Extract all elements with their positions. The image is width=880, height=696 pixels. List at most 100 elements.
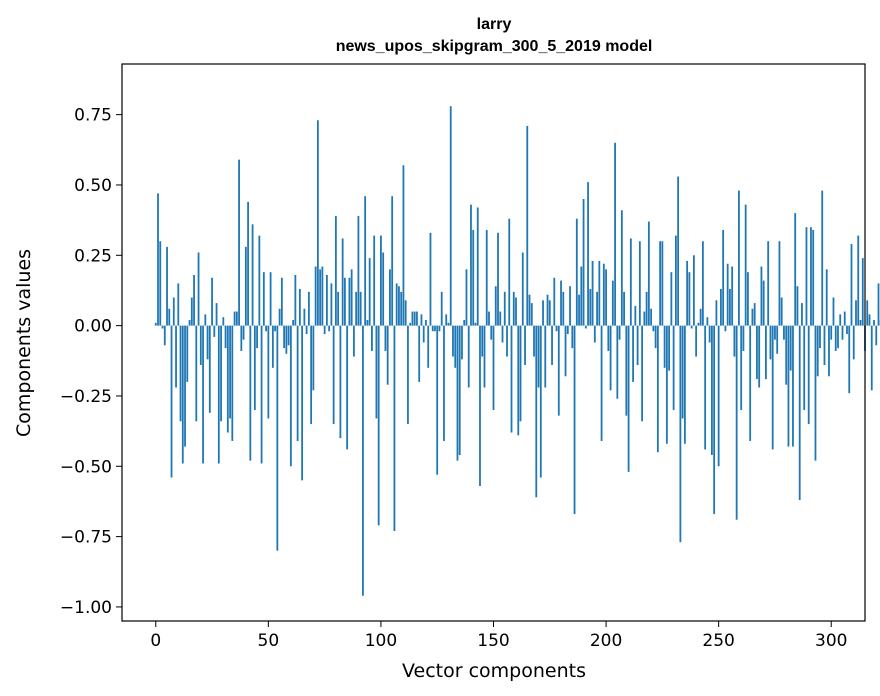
bars-group (154, 106, 880, 596)
bar (731, 266, 734, 326)
bar (510, 325, 513, 433)
bar (681, 325, 684, 419)
bar (870, 325, 873, 391)
bar (337, 291, 340, 326)
bar (389, 269, 391, 326)
bar (521, 252, 524, 326)
bar (724, 325, 727, 332)
bar (251, 224, 254, 326)
bar (353, 325, 355, 357)
bar (359, 291, 362, 326)
bar (386, 325, 389, 385)
bar (231, 325, 234, 441)
bar (747, 272, 749, 326)
bar (157, 193, 159, 326)
bar (204, 314, 207, 326)
bar (458, 325, 461, 456)
bar (598, 260, 601, 326)
bar (181, 325, 184, 464)
bar (616, 325, 619, 399)
bar (166, 246, 168, 326)
x-tick-label: 250 (702, 631, 734, 651)
bar (253, 325, 256, 411)
bar (652, 325, 655, 332)
bar (470, 204, 472, 326)
bar (875, 325, 878, 346)
bar (584, 325, 587, 329)
bar (868, 314, 871, 326)
bar (413, 311, 416, 326)
bar (857, 235, 860, 326)
bar (738, 190, 740, 326)
bar (778, 241, 781, 326)
bar (476, 207, 479, 326)
bar (301, 325, 304, 481)
bar (233, 311, 236, 326)
bar (407, 325, 409, 425)
bar (501, 325, 504, 343)
bar (834, 325, 837, 351)
y-tick-label: 0.00 (74, 317, 112, 337)
bar (175, 325, 177, 388)
bar (193, 274, 195, 326)
bar (846, 325, 848, 335)
bar (546, 294, 549, 326)
bar (805, 227, 808, 326)
bar (163, 325, 166, 346)
bar (206, 325, 209, 360)
bar (839, 314, 842, 326)
bar (524, 325, 526, 365)
bar (634, 305, 637, 326)
bar (294, 274, 297, 326)
bar (528, 294, 531, 326)
bar (573, 325, 576, 515)
bar (602, 263, 605, 326)
bar (224, 325, 227, 349)
bar (593, 325, 596, 343)
bar (776, 325, 779, 354)
bar (177, 283, 180, 326)
bar (821, 190, 824, 326)
bar (551, 325, 553, 365)
x-tick-label: 50 (258, 631, 280, 651)
bar (690, 325, 693, 329)
bar (184, 325, 186, 447)
bar (769, 325, 772, 360)
bar (339, 325, 342, 439)
bar (697, 322, 700, 326)
bar (587, 182, 589, 326)
bar (560, 280, 562, 326)
bar (220, 325, 222, 422)
bar (729, 289, 731, 326)
bar (332, 325, 335, 425)
bar (537, 325, 540, 388)
bar (321, 266, 324, 326)
bar (548, 300, 551, 326)
bar (713, 325, 716, 515)
bar (557, 325, 560, 416)
bar (695, 325, 698, 357)
bar (679, 325, 682, 543)
bar (539, 325, 542, 478)
bar (589, 289, 592, 326)
bar (465, 269, 468, 326)
bar (355, 291, 358, 326)
bar (172, 297, 175, 326)
bar (269, 272, 272, 326)
bar (756, 325, 758, 380)
bar (307, 291, 310, 326)
bar (533, 325, 535, 357)
bar (154, 322, 157, 326)
bar (852, 325, 855, 360)
bar (427, 325, 430, 368)
bar (244, 246, 247, 326)
bar (467, 325, 470, 388)
bar (202, 325, 204, 464)
bar (449, 106, 452, 326)
bar (600, 325, 603, 441)
bar (645, 291, 648, 326)
bar (627, 325, 630, 472)
bar (506, 325, 508, 357)
bar (213, 325, 216, 337)
bar (188, 319, 191, 326)
